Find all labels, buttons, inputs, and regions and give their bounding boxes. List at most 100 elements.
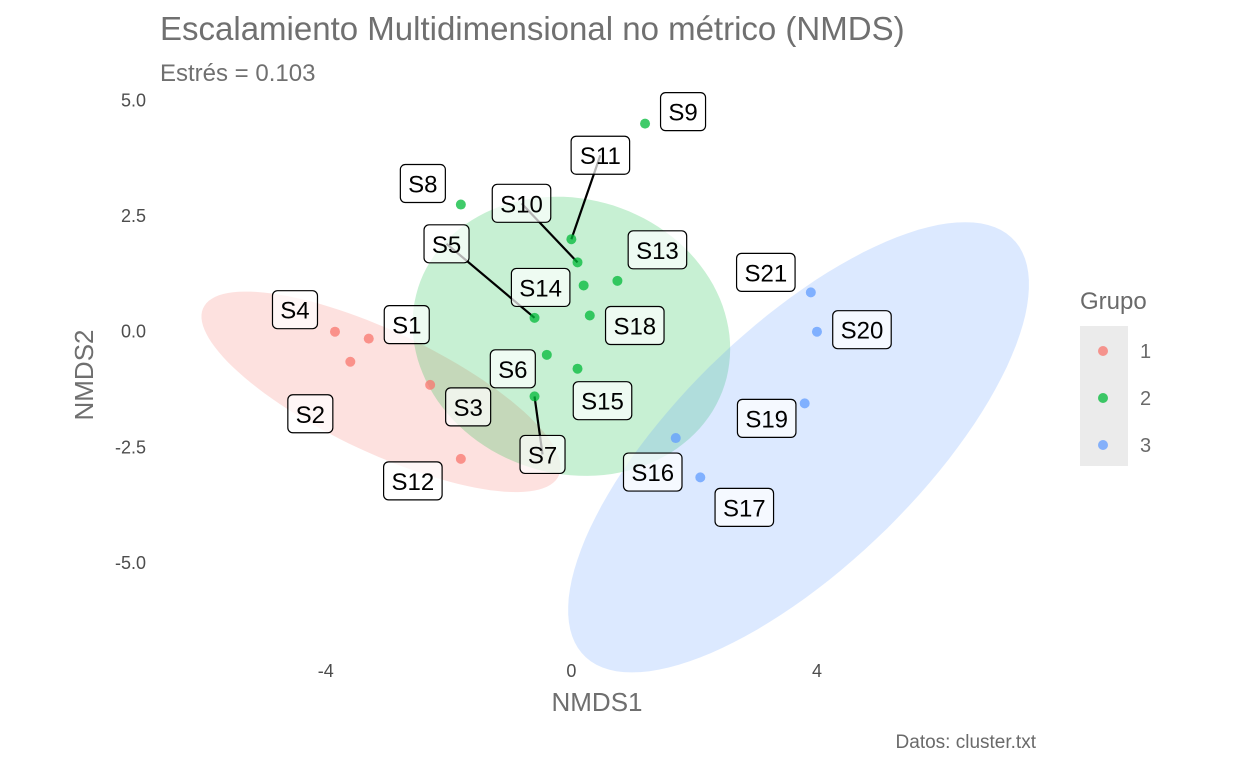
label-box (627, 230, 688, 270)
label-s1: S1 (383, 305, 430, 345)
label-s21: S21 (735, 252, 796, 292)
label-box (383, 461, 443, 501)
label-s20: S20 (832, 310, 892, 350)
point-s19 (799, 398, 810, 409)
point-s9 (640, 118, 651, 129)
y-axis-title: NMDS2 (69, 329, 99, 420)
label-s12: S12 (383, 461, 443, 501)
label-text: S6 (498, 357, 527, 384)
label-text: S17 (723, 495, 766, 522)
label-text: S4 (280, 298, 309, 325)
label-box (423, 224, 470, 264)
x-axis-title: NMDS1 (551, 687, 642, 717)
label-text: S12 (392, 469, 435, 496)
point-s16 (670, 433, 681, 444)
label-box (832, 310, 892, 350)
label-text: S21 (744, 260, 787, 287)
label-box (572, 381, 633, 421)
label-text: S14 (519, 275, 562, 302)
y-tick-label: -5.0 (115, 553, 146, 573)
legend-key-3 (1098, 440, 1108, 450)
label-s18: S18 (604, 305, 665, 346)
label-s9: S9 (659, 92, 707, 132)
label-box (271, 290, 319, 330)
label-s14: S14 (510, 267, 571, 308)
label-text: S18 (613, 314, 656, 341)
label-box (445, 387, 492, 427)
point-s13 (612, 275, 623, 286)
point-labels: S1 S2 S3 S4 S12 S5 S6 S7 S8 S9 S10 S11 S13 S14 S15 S18 S… (271, 92, 892, 527)
point-s18 (584, 310, 595, 321)
label-text: S16 (631, 460, 674, 487)
point-s7 (529, 391, 540, 402)
point-s5 (529, 312, 540, 323)
label-box (510, 267, 571, 308)
label-box (714, 487, 775, 527)
label-s5: S5 (423, 224, 470, 264)
chart-caption: Datos: cluster.txt (896, 732, 1037, 753)
label-text: S7 (528, 442, 557, 469)
label-s11: S11 (570, 135, 631, 175)
label-text: S2 (296, 402, 325, 429)
label-text: S15 (581, 389, 624, 416)
point-s11 (566, 234, 577, 245)
label-box (287, 394, 334, 434)
label-s19: S19 (736, 398, 797, 438)
label-s7: S7 (519, 434, 566, 475)
label-text: S10 (500, 191, 543, 218)
ellipse-group-1 (201, 291, 561, 493)
point-s14 (578, 280, 589, 291)
label-box (659, 92, 707, 132)
point-s8 (455, 199, 466, 210)
y-tick-label: -2.5 (115, 437, 146, 457)
label-box (383, 305, 430, 345)
label-s15: S15 (572, 381, 633, 421)
point-s15 (572, 363, 583, 374)
label-box (604, 305, 665, 346)
label-text: S1 (392, 313, 421, 340)
legend-label-3: 3 (1140, 435, 1151, 457)
label-box (489, 349, 536, 389)
label-text: S5 (432, 232, 461, 259)
label-text: S8 (408, 172, 437, 199)
point-s3 (425, 379, 436, 390)
data-points (329, 118, 822, 483)
label-s8: S8 (399, 163, 446, 204)
label-s4: S4 (271, 290, 319, 330)
label-box (736, 398, 797, 438)
legend-key-1 (1098, 346, 1108, 356)
point-s10 (572, 257, 583, 268)
y-tick-label: 0.0 (121, 322, 146, 342)
chart-subtitle: Estrés = 0.103 (160, 60, 315, 87)
label-box (491, 183, 552, 223)
label-text: S13 (636, 238, 679, 265)
label-s2: S2 (287, 394, 334, 434)
point-s17 (695, 472, 706, 483)
label-box (622, 452, 683, 492)
x-tick-label: 4 (812, 661, 822, 681)
point-s20 (811, 326, 822, 337)
label-s17: S17 (714, 487, 775, 527)
label-text: S11 (580, 143, 621, 170)
point-s1 (363, 333, 374, 344)
ellipse-group-3 (568, 222, 1029, 673)
legend-label-1: 1 (1140, 341, 1151, 363)
label-box (399, 163, 446, 204)
legend-title: Grupo (1080, 288, 1147, 315)
x-tick-label: -4 (318, 661, 334, 681)
legend-items: 1 2 3 (1098, 341, 1151, 457)
x-tick-label: 0 (566, 661, 576, 681)
legend-key-2 (1098, 393, 1108, 403)
label-s16: S16 (622, 452, 683, 492)
point-s2 (345, 356, 356, 367)
y-tick-label: 5.0 (121, 90, 146, 110)
axis-ticks: -4 0 4 -5.0 -2.5 0.0 2.5 5.0 (115, 90, 822, 681)
legend: Grupo 1 2 3 (1080, 288, 1151, 466)
y-tick-label: 2.5 (121, 206, 146, 226)
label-text: S9 (668, 100, 697, 127)
legend-label-2: 2 (1140, 388, 1151, 410)
point-s21 (805, 287, 816, 298)
point-s4 (329, 326, 340, 337)
label-box (570, 135, 631, 175)
